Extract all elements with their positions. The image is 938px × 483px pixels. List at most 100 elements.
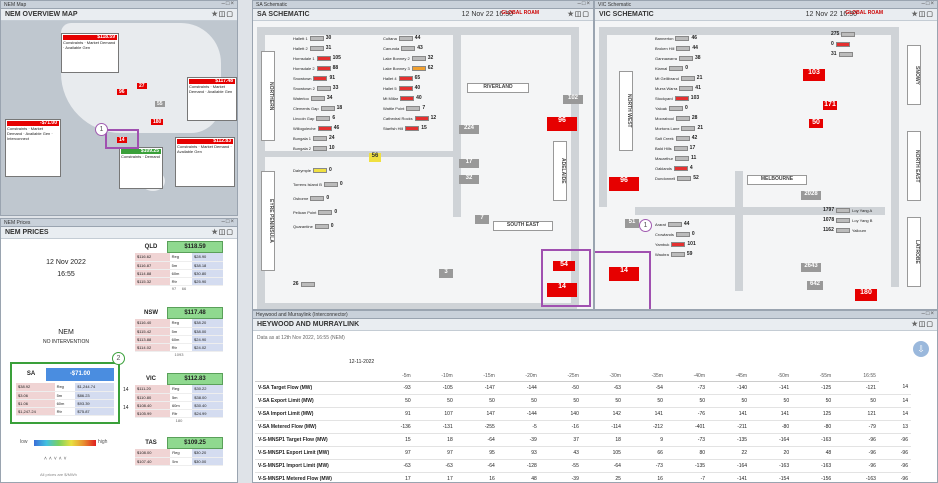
panel-icons[interactable]: ★◫▢ [911, 321, 934, 328]
sa-gen-8[interactable]: Lincoln Gap 6 [293, 115, 336, 121]
vic-vsa-flow[interactable]: 96 [609, 177, 639, 191]
sa-gen-2[interactable]: Hornsdale 1 105 [293, 55, 341, 61]
window-controls[interactable]: –□× [221, 1, 235, 7]
sa-schematic-canvas[interactable]: NORTHERN EYRE PENINSULA RIVERLAND SOUTH … [253, 21, 593, 309]
nem-prices-tab[interactable]: NEM Prices –□× [1, 219, 237, 227]
sa-gen-5[interactable]: Snowtown 2 33 [293, 85, 339, 91]
window-controls[interactable]: –□× [921, 1, 935, 7]
panel-icons[interactable]: ★◫▢ [911, 11, 934, 18]
sa-gen-mid-8[interactable]: Cathedral Rocks 12 [383, 115, 437, 121]
sa-gen-mid-5[interactable]: Hallet 5 40 [383, 85, 421, 91]
panel-icons[interactable]: ★◫▢ [211, 11, 234, 18]
sa-gen-0[interactable]: Hallett 1 30 [293, 35, 332, 41]
sa-load-4[interactable]: Quarantine 0 [293, 223, 334, 229]
panel-icons[interactable]: ★◫▢ [567, 11, 590, 18]
vic-gen-0[interactable]: Bannerton 46 [655, 35, 698, 41]
nsw-callout[interactable]: $117.48 Constraints · Market Demand · Av… [187, 77, 237, 121]
map-canvas[interactable]: $118.59 Constraints · Market Demand · Av… [1, 21, 237, 215]
sa-gen-1[interactable]: Hallett 2 31 [293, 45, 332, 51]
region-card-sa[interactable]: SA -$71.00 $38.92 Reg $1,244.74 $3.06 5m $86.… [10, 362, 120, 424]
sa-load-2[interactable]: Osborne 0 [293, 195, 330, 201]
vic-gen-20[interactable]: 1078 Loy Yang B [823, 217, 873, 223]
sa-gen-4[interactable]: Snowtown 91 [293, 75, 336, 81]
vic-gen-14[interactable]: Dundonnell 52 [655, 175, 699, 181]
vic-gen-17[interactable]: Yambuk 101 [655, 241, 696, 247]
sa-gen-6[interactable]: Waterloo 34 [293, 95, 333, 101]
vic-top-3[interactable]: 31 [831, 51, 853, 57]
vic-gen-5[interactable]: Murra Warra 41 [655, 85, 701, 91]
sa-gen-mid-0[interactable]: Cultana 44 [383, 35, 421, 41]
window-controls[interactable]: –□× [577, 1, 591, 7]
qld-callout[interactable]: $118.59 Constraints · Market Demand · Av… [61, 33, 119, 73]
vic-gen-13[interactable]: Oaklands 4 [655, 165, 693, 171]
vic-gen-1[interactable]: Broken Hill 44 [655, 45, 698, 51]
vic-gen-2[interactable]: Gannawarra 38 [655, 55, 701, 61]
vic-flow-2028[interactable]: 2028 [801, 191, 821, 200]
vic-flow-180[interactable]: 180 [855, 289, 877, 301]
vic-schematic-tab[interactable]: VIC Schematic –□× [595, 1, 937, 9]
sa-gen-mid-7[interactable]: Wattle Point 7 [383, 105, 426, 111]
sa-flow-3[interactable]: 3 [439, 269, 453, 278]
sa-gen-3[interactable]: Hornsdale 2 88 [293, 65, 339, 71]
vic-heywood-flow[interactable]: 14 [609, 267, 639, 281]
tas-callout[interactable]: $109.25 Constraints · Demand [119, 147, 163, 189]
vic-nsw-flow[interactable]: 103 [803, 69, 825, 81]
vic-schematic-canvas[interactable]: NORTH WEST MELBOURNE SNOWY NORTH EAST LA… [595, 21, 937, 309]
sa-gen-11[interactable]: Bungala 2 10 [293, 145, 335, 151]
vic-flow-2643[interactable]: 2643 [801, 263, 821, 272]
region-card-nsw[interactable]: NSW $117.48 $116.40 Reg $38.20 $115.42 5m $38… [135, 307, 223, 360]
sa-gen-mid-2[interactable]: Lake Bonney 2 32 [383, 55, 434, 61]
vic-gen-8[interactable]: Moorabool 28 [655, 115, 698, 121]
panel-icons[interactable]: ★◫▢ [211, 229, 234, 236]
vic-gen-12[interactable]: Macarthur 11 [655, 155, 697, 161]
sa-flow-102[interactable]: 102 [563, 95, 583, 104]
sa-flow-7[interactable]: 7 [475, 215, 489, 224]
vic-flow-51[interactable]: 51 [625, 219, 639, 228]
vic-gen-16[interactable]: Crowlands 0 [655, 231, 695, 237]
sa-gen-7[interactable]: Clements Gap 18 [293, 105, 343, 111]
sa-gen-mid-4[interactable]: Hallet 4 65 [383, 75, 421, 81]
sa-murraylink-flow[interactable]: 54 [553, 261, 575, 271]
heywood-tab[interactable]: Heywood and Murraylink (Interconnector) –… [253, 311, 937, 319]
sa-callout[interactable]: -$71.00 Constraints · Market Demand · Av… [5, 119, 61, 177]
region-card-qld[interactable]: QLD $118.59 $116.62 Reg $28.90 $116.87 5m $38… [135, 241, 223, 294]
sa-gen-9[interactable]: Willogoleche 46 [293, 125, 340, 131]
nem-map-tab[interactable]: NEM Map –□× [1, 1, 237, 9]
vic-murraylink-flow[interactable]: 171 [823, 101, 837, 110]
window-controls[interactable]: –□× [221, 219, 235, 225]
sa-flow-224[interactable]: 224 [459, 125, 479, 134]
download-button[interactable]: ⇩ [913, 341, 929, 357]
vic-callout[interactable]: $112.83 Constraints · Market Demand · Av… [175, 137, 235, 187]
vic-gen-7[interactable]: Yaloak 0 [655, 105, 688, 111]
vic-top-2[interactable]: 0 [831, 41, 850, 47]
vic-gen-15[interactable]: Ararat 44 [655, 221, 690, 227]
sa-gen-10[interactable]: Bungala 1 24 [293, 135, 335, 141]
sa-gen-mid-9[interactable]: Starfish Hill 15 [383, 125, 427, 131]
vic-gen-6[interactable]: Stockyard 103 [655, 95, 700, 101]
sa-flow-26[interactable]: 26 [293, 281, 315, 287]
window-controls[interactable]: –□× [921, 311, 935, 317]
sa-flow-17[interactable]: 17 [459, 159, 479, 168]
sa-load-0[interactable]: Dalrymple 0 [293, 167, 332, 173]
sa-flow-32[interactable]: 32 [459, 175, 479, 184]
vic-gen-11[interactable]: Bald Hills 17 [655, 145, 696, 151]
sa-flow-56[interactable]: 56 [369, 153, 381, 162]
sa-riverland-flow[interactable]: 96 [547, 117, 577, 131]
vic-gen-18[interactable]: Waubra 59 [655, 251, 693, 257]
vic-gen-3[interactable]: Kiamal 0 [655, 65, 689, 71]
vic-gen-10[interactable]: Salt Creek 42 [655, 135, 698, 141]
sa-gen-mid-3[interactable]: Lake Bonney 3 62 [383, 65, 434, 71]
vic-flow-642[interactable]: 642 [807, 281, 823, 290]
region-card-tas[interactable]: TAS $109.25 $108.00 Reg $30.20 $107.40 5m $30… [135, 437, 223, 466]
vic-gen-19[interactable]: 1797 Loy Yang A [823, 207, 873, 213]
region-card-vic[interactable]: VIC $112.83 $111.20 Reg $30.22 $110.80 5m $38… [135, 373, 223, 426]
sa-heywood-flow[interactable]: 14 [547, 283, 577, 297]
vic-gen-9[interactable]: Mortons Lane 21 [655, 125, 704, 131]
sa-load-3[interactable]: Pelican Point 0 [293, 209, 338, 215]
vic-gen-21[interactable]: 1162 Yallourn [823, 227, 867, 233]
sa-gen-mid-1[interactable]: Canunda 43 [383, 45, 423, 51]
vic-top-1[interactable]: 275 [831, 31, 856, 37]
vic-gen-4[interactable]: Mt Gellibrand 21 [655, 75, 703, 81]
sa-schematic-tab[interactable]: SA Schematic –□× [253, 1, 593, 9]
